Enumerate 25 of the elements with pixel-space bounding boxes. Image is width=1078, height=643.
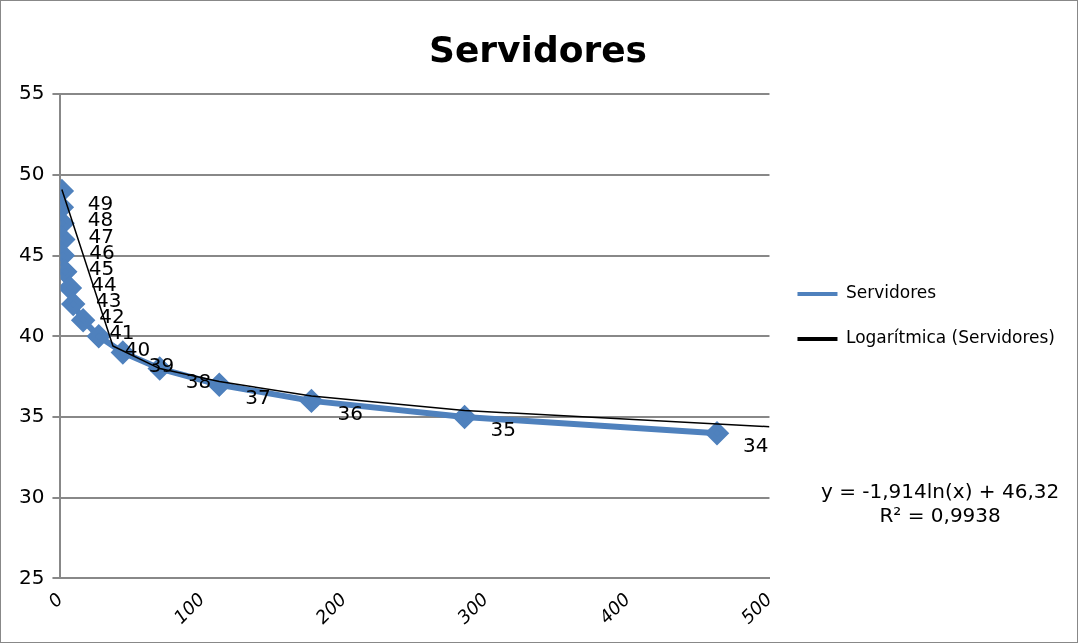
point bbox=[60, 276, 81, 299]
point bbox=[300, 389, 323, 412]
legend-label: Servidores bbox=[845, 282, 937, 303]
y-tick-label: 30 bbox=[19, 483, 45, 508]
point bbox=[72, 309, 95, 332]
point bbox=[87, 325, 110, 348]
data-label: 38 bbox=[185, 368, 212, 393]
y-tick-label: 40 bbox=[19, 322, 45, 347]
chart-title: Servidores bbox=[428, 28, 648, 70]
text: y = -1,914ln(x) + 46,32 bbox=[821, 479, 1060, 503]
data-label: 34 bbox=[743, 433, 769, 458]
x-tick-label: 0 bbox=[43, 588, 67, 612]
x-tick-label: 400 bbox=[594, 588, 634, 628]
point bbox=[62, 293, 85, 316]
text: R² = 0,9938 bbox=[878, 503, 1002, 527]
y-tick-label: 50 bbox=[19, 161, 45, 186]
legend-label: Logarítmica (Servidores) bbox=[845, 327, 1056, 348]
point bbox=[453, 406, 476, 429]
y-tick-label: 35 bbox=[19, 403, 45, 428]
data-label: 36 bbox=[337, 401, 363, 426]
y-tick-label: 45 bbox=[19, 241, 45, 266]
data-label: 35 bbox=[490, 417, 517, 442]
y-tick-label: 25 bbox=[19, 564, 45, 589]
y-tick-label: 55 bbox=[19, 80, 45, 105]
point bbox=[706, 422, 729, 445]
